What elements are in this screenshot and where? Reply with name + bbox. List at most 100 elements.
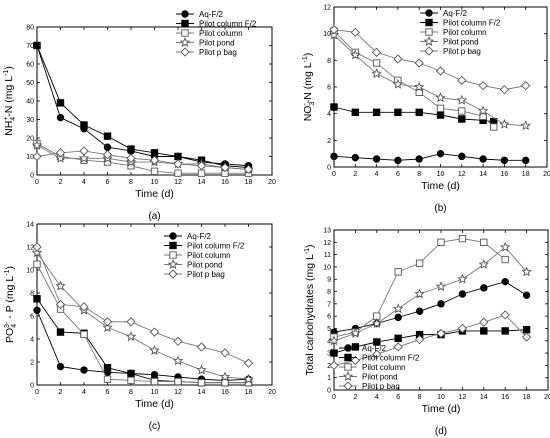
data-point [436,328,446,339]
data-point [173,336,183,346]
data-point [394,313,402,322]
legend-label: Pilot column [187,251,231,260]
legend-item: Pilot column [164,251,231,260]
data-point [478,258,490,269]
legend-label: Pilot pond [443,38,479,47]
data-point [102,317,113,327]
data-point [499,85,510,95]
data-point [415,155,423,163]
chart-panel-2: 0 2 4 6 8 10 12 14 16 18 20 0 2 4 6 8 10 12 Time (d) NO3--N… [302,5,550,215]
series-aq-f-2 [33,306,253,385]
legend-item: Pilot column [420,28,487,37]
y-tick-label: 10 [26,154,34,161]
data-point [414,288,425,299]
x-tick-label: 16 [501,171,509,178]
x-tick-label: 20 [544,394,550,401]
x-tick-label: 8 [418,394,422,401]
data-point [33,41,41,50]
series-line [36,310,249,381]
legend-marker [167,259,179,269]
legend-item: Pilot column F/2 [176,20,257,29]
x-tick-label: 20 [268,179,276,186]
series-line [36,252,249,380]
y-tick-label: 2 [327,138,331,145]
x-tick-label: 18 [522,171,530,178]
data-point [458,152,466,161]
y-tick-label: 14 [26,222,34,229]
panel-label: (d) [435,426,447,437]
legend-label: Pilot column [443,28,487,37]
x-tick-label: 6 [106,389,110,396]
legend-label: Aq-F/2 [362,344,387,353]
data-point [196,161,207,171]
y-tick-label: 0 [327,388,331,395]
legend-item: Pilot column [176,29,243,38]
legend-item: Pilot pond [339,371,398,382]
x-tick-label: 14 [198,389,206,396]
data-point [480,327,488,335]
legend-marker [180,47,190,57]
data-point [80,366,88,374]
data-point [55,148,66,158]
legend-marker [179,37,191,47]
data-point [458,290,467,298]
y-axis-label: Total carbohydrates (mg L-1) [304,244,316,375]
y-axis-label: NO3--N (mg L-1) [302,53,316,122]
data-point [150,149,159,157]
data-point [103,364,112,372]
data-point [458,115,466,123]
x-tick-label: 14 [480,394,488,401]
series-pilot-column [330,234,509,341]
legend-item: Pilot pond [164,259,223,270]
legend-item: Aq-F/2 [164,232,212,241]
x-axis-label: Time (d) [135,188,174,200]
y-tick-label: 4 [327,338,331,345]
legend-label: Pilot column [199,29,243,38]
plot-frame [333,6,548,168]
legend-item: Pilot column F/2 [420,19,501,28]
data-point [351,108,360,117]
data-point [480,284,488,292]
data-point [102,322,113,332]
series-pilot-p-bag [329,310,532,371]
legend-label: Pilot p bag [443,47,481,56]
data-point [80,330,88,339]
data-point [458,234,467,243]
x-tick-label: 12 [458,171,466,178]
data-point [328,29,340,40]
data-point [197,169,206,177]
data-point [522,291,531,299]
legend-item: Pilot p bag [176,47,237,57]
legend-marker [181,29,189,37]
y-tick-label: 80 [26,25,34,32]
x-tick-label: 18 [523,394,531,401]
data-point [220,162,230,173]
data-point [457,323,468,334]
legend-item: Pilot p bag [164,269,225,279]
chart-panel-4: 0 2 4 6 8 10 12 14 16 18 20012345678910111213Time … [304,228,550,438]
x-tick-label: 12 [459,394,467,401]
data-point [173,159,183,169]
data-point [56,328,65,336]
data-point [351,153,359,162]
data-point [103,143,112,151]
data-point [174,377,182,386]
data-point [392,78,404,89]
chart-panel-3: 0 2 4 6 8 10 12 14 16 18 20 0 2 4 6 8 10 12 14 Time (d) PO43… [4,222,276,433]
series-line [36,145,249,170]
data-point [78,152,90,163]
legend-item: Pilot column [339,363,406,372]
y-tick-label: 30 [26,117,34,124]
x-tick-label: 6 [396,171,400,178]
y-tick-label: 2 [30,360,34,367]
data-point [456,94,468,105]
legend-label: Pilot column F/2 [187,242,245,251]
legend-label: Pilot pond [199,39,235,48]
x-tick-label: 10 [437,394,445,401]
legend-item: Pilot p bag [420,46,481,56]
y-tick-label: 3 [327,351,331,358]
legend-label: Aq-F/2 [199,10,224,19]
x-tick-label: 4 [82,179,86,186]
data-point [350,27,360,37]
data-point [174,169,182,177]
